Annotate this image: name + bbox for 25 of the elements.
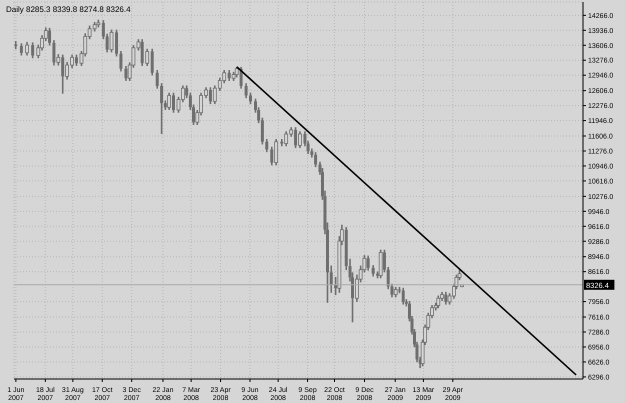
candlestick bbox=[444, 291, 448, 306]
candlestick bbox=[402, 287, 405, 306]
candlestick bbox=[314, 151, 318, 168]
candlestick bbox=[366, 254, 370, 272]
candlestick bbox=[244, 82, 248, 99]
candlestick bbox=[124, 65, 128, 82]
candlestick bbox=[20, 42, 23, 56]
candlestick bbox=[31, 42, 34, 60]
candlestick bbox=[232, 71, 236, 82]
candlestick bbox=[222, 69, 226, 84]
candlestick bbox=[394, 286, 398, 298]
candlestick bbox=[140, 38, 144, 67]
candlestick bbox=[274, 138, 278, 166]
candlestick bbox=[372, 264, 375, 278]
candlestick bbox=[248, 92, 252, 105]
candlestick bbox=[156, 69, 159, 90]
candlestick bbox=[265, 138, 268, 153]
candlestick bbox=[160, 82, 164, 135]
candlestick bbox=[25, 41, 29, 56]
candlestick bbox=[378, 248, 383, 280]
candlestick bbox=[48, 27, 52, 46]
candlestick bbox=[436, 294, 440, 310]
candlestick bbox=[119, 50, 122, 72]
candlestick bbox=[167, 92, 172, 111]
chart-title: Daily 8285.3 8339.8 8274.8 8326.4 bbox=[6, 5, 131, 14]
